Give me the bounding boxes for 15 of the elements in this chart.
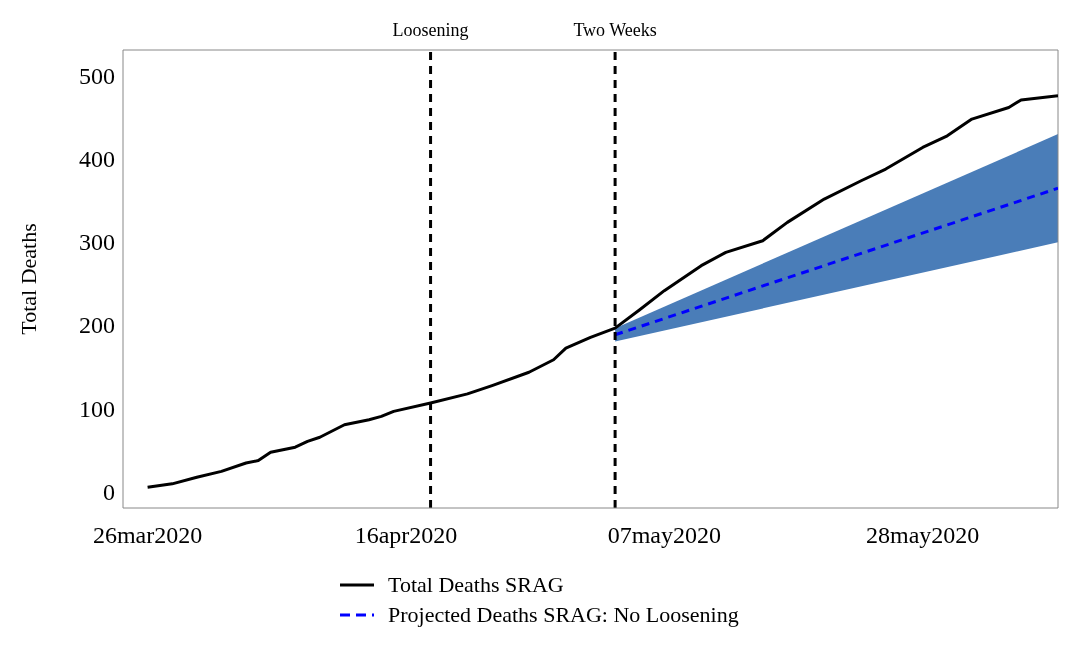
legend-label: Total Deaths SRAG bbox=[388, 572, 564, 598]
x-tick-label: 16apr2020 bbox=[354, 522, 458, 549]
y-axis-title: Total Deaths bbox=[15, 223, 41, 335]
legend-label: Projected Deaths SRAG: No Loosening bbox=[388, 602, 739, 628]
ref-line-label: Loosening bbox=[392, 20, 469, 40]
y-tick-label: 100 bbox=[79, 395, 115, 422]
y-tick-label: 500 bbox=[79, 62, 115, 89]
y-tick-label: 300 bbox=[79, 229, 115, 256]
x-tick-label: 07may2020 bbox=[607, 522, 721, 549]
y-tick-label: 400 bbox=[79, 145, 115, 172]
ref-line-label: Two Weeks bbox=[573, 20, 657, 40]
x-tick-label: 28may2020 bbox=[866, 522, 980, 549]
x-tick-label: 26mar2020 bbox=[92, 522, 203, 549]
y-tick-label: 200 bbox=[79, 312, 115, 339]
y-tick-label: 0 bbox=[103, 478, 115, 505]
